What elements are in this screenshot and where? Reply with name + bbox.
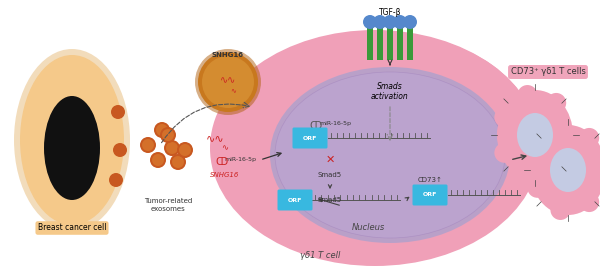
Circle shape [177, 142, 193, 158]
Text: Nucleus: Nucleus [352, 223, 385, 232]
Text: Tumor-related
exosomes: Tumor-related exosomes [144, 198, 192, 212]
Text: ↀ: ↀ [216, 157, 228, 167]
Circle shape [172, 156, 184, 168]
Circle shape [154, 122, 170, 138]
Circle shape [109, 173, 123, 187]
FancyBboxPatch shape [413, 185, 448, 206]
Text: ∿: ∿ [230, 87, 236, 93]
Ellipse shape [44, 96, 100, 200]
Text: Smads
activation: Smads activation [371, 82, 409, 101]
Circle shape [550, 200, 571, 220]
Text: γδ1 T cell: γδ1 T cell [300, 251, 340, 260]
Ellipse shape [550, 148, 586, 192]
Text: ∿: ∿ [221, 143, 229, 152]
Text: ✕: ✕ [325, 155, 335, 165]
Bar [387, 28, 393, 60]
Circle shape [550, 120, 571, 140]
Circle shape [152, 154, 164, 166]
Circle shape [140, 137, 156, 153]
Bar [377, 28, 383, 60]
Circle shape [559, 125, 579, 145]
Circle shape [592, 160, 600, 180]
Text: ∿∿: ∿∿ [220, 75, 236, 85]
Circle shape [517, 85, 538, 105]
Circle shape [363, 15, 377, 29]
Circle shape [579, 192, 599, 212]
Ellipse shape [530, 125, 600, 215]
Circle shape [198, 52, 258, 112]
Circle shape [166, 142, 178, 154]
Circle shape [527, 142, 547, 162]
Circle shape [494, 107, 514, 127]
Circle shape [150, 152, 166, 168]
Bar [407, 28, 413, 60]
Ellipse shape [210, 30, 540, 266]
Ellipse shape [20, 55, 124, 225]
Text: miR-16-5p: miR-16-5p [319, 122, 351, 127]
Circle shape [546, 93, 566, 113]
Circle shape [179, 144, 191, 156]
Ellipse shape [275, 72, 505, 238]
Bar [367, 28, 373, 60]
Text: CD73↑: CD73↑ [418, 177, 442, 183]
Text: ORF: ORF [423, 193, 437, 197]
Text: miR-16-5p: miR-16-5p [224, 157, 256, 163]
Ellipse shape [270, 67, 510, 243]
Text: SNHG16: SNHG16 [211, 172, 239, 178]
Text: Smad5: Smad5 [318, 197, 342, 203]
Circle shape [393, 15, 407, 29]
Ellipse shape [245, 35, 535, 241]
Circle shape [373, 15, 387, 29]
Text: Smad5: Smad5 [318, 172, 342, 178]
Circle shape [546, 157, 566, 177]
Circle shape [517, 165, 538, 185]
Circle shape [156, 124, 168, 136]
Circle shape [164, 140, 180, 156]
Circle shape [113, 143, 127, 157]
Text: ORF: ORF [288, 197, 302, 202]
Circle shape [383, 15, 397, 29]
Circle shape [162, 129, 174, 141]
Ellipse shape [517, 113, 553, 157]
FancyBboxPatch shape [277, 189, 313, 210]
Circle shape [494, 143, 514, 163]
Ellipse shape [230, 75, 500, 261]
Bar [397, 28, 403, 60]
Text: TGF-β: TGF-β [379, 8, 401, 17]
Circle shape [202, 56, 254, 108]
Text: ↀ: ↀ [309, 121, 321, 131]
Text: ORF: ORF [303, 135, 317, 140]
Circle shape [579, 128, 599, 148]
Ellipse shape [497, 90, 573, 180]
Circle shape [170, 154, 186, 170]
Circle shape [195, 49, 261, 115]
Circle shape [160, 127, 176, 143]
Text: Breast cancer cell: Breast cancer cell [38, 223, 106, 232]
Circle shape [111, 105, 125, 119]
FancyBboxPatch shape [293, 127, 328, 148]
Circle shape [527, 178, 547, 198]
Circle shape [403, 15, 417, 29]
Ellipse shape [14, 49, 130, 231]
Text: CD73⁺ γδ1 T cells: CD73⁺ γδ1 T cells [511, 68, 586, 77]
Circle shape [142, 139, 154, 151]
Text: ∿∿: ∿∿ [206, 133, 224, 143]
Text: SNHG16: SNHG16 [212, 52, 244, 58]
